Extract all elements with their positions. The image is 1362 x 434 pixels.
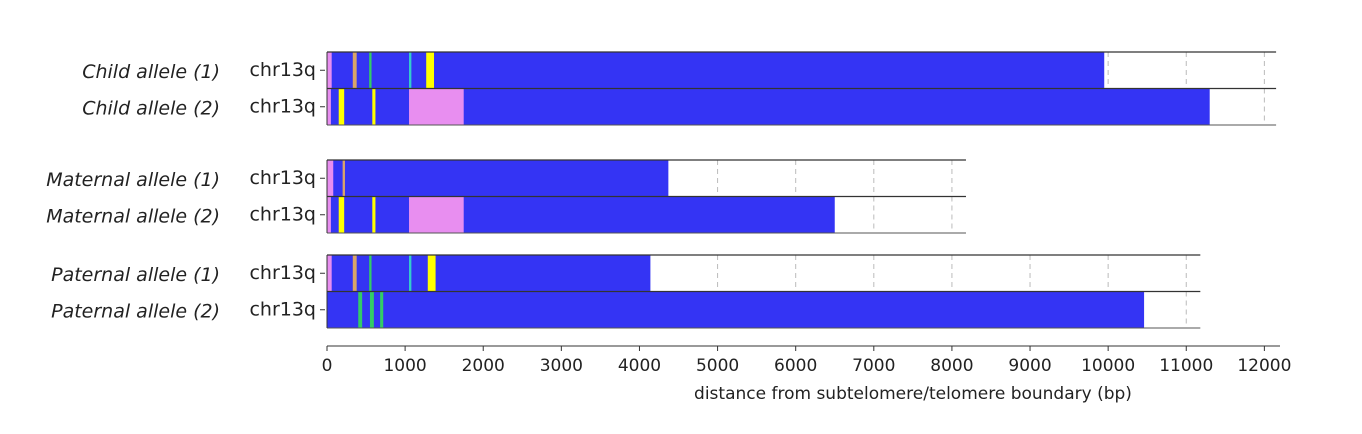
variant-segment [327,52,332,89]
allele-label: Paternal allele (2) [51,300,220,322]
x-tick-label: 11000 [1159,356,1213,376]
variant-segment [427,255,436,292]
variant-segment [327,160,334,197]
variant-segment [327,88,331,125]
chrom-label: chr13q [249,59,316,81]
variant-segment [369,255,372,292]
x-tick-label: 8000 [930,356,973,376]
chrom-label: chr13q [249,167,316,189]
x-tick-label: 10000 [1081,356,1135,376]
variant-segment [372,196,376,233]
x-tick-label: 2000 [462,356,505,376]
x-axis-label: distance from subtelomere/telomere bound… [694,384,1132,404]
variant-segment [409,196,464,233]
allele-bar [327,52,1105,89]
variant-segment [342,160,345,197]
x-tick-label: 4000 [618,356,661,376]
variant-segment [369,52,372,89]
variant-segment [358,291,363,328]
chrom-label: chr13q [249,298,316,320]
allele-label: Child allele (2) [82,97,220,119]
chrom-label: chr13q [249,203,316,225]
allele-bar [327,291,1145,328]
variant-segment [327,196,331,233]
chrom-label: chr13q [249,262,316,284]
chrom-label: chr13q [249,95,316,117]
allele-label: Maternal allele (1) [46,169,220,191]
variant-segment [338,88,345,125]
variant-segment [352,255,357,292]
variant-segment [409,255,412,292]
variant-segment [338,196,345,233]
allele-bar [327,196,835,233]
variant-segment [426,52,435,89]
variant-segment [369,291,374,328]
allele-bar [327,160,669,197]
allele-label: Child allele (1) [82,61,220,83]
x-tick-label: 3000 [540,356,583,376]
variant-segment [372,88,376,125]
variant-segment [409,52,412,89]
x-tick-label: 6000 [774,356,817,376]
x-tick-label: 12000 [1237,356,1291,376]
allele-label: Maternal allele (2) [46,205,220,227]
variant-segment [327,255,332,292]
variant-segment [352,52,357,89]
allele-bar [327,255,651,292]
variant-segment [409,88,464,125]
x-tick-label: 5000 [696,356,739,376]
x-tick-label: 9000 [1008,356,1051,376]
x-tick-label: 1000 [383,356,426,376]
variant-segment [380,291,384,328]
x-tick-label: 0 [322,356,333,376]
x-tick-label: 7000 [852,356,895,376]
allele-label: Paternal allele (1) [51,264,220,286]
allele-bar [327,88,1210,125]
